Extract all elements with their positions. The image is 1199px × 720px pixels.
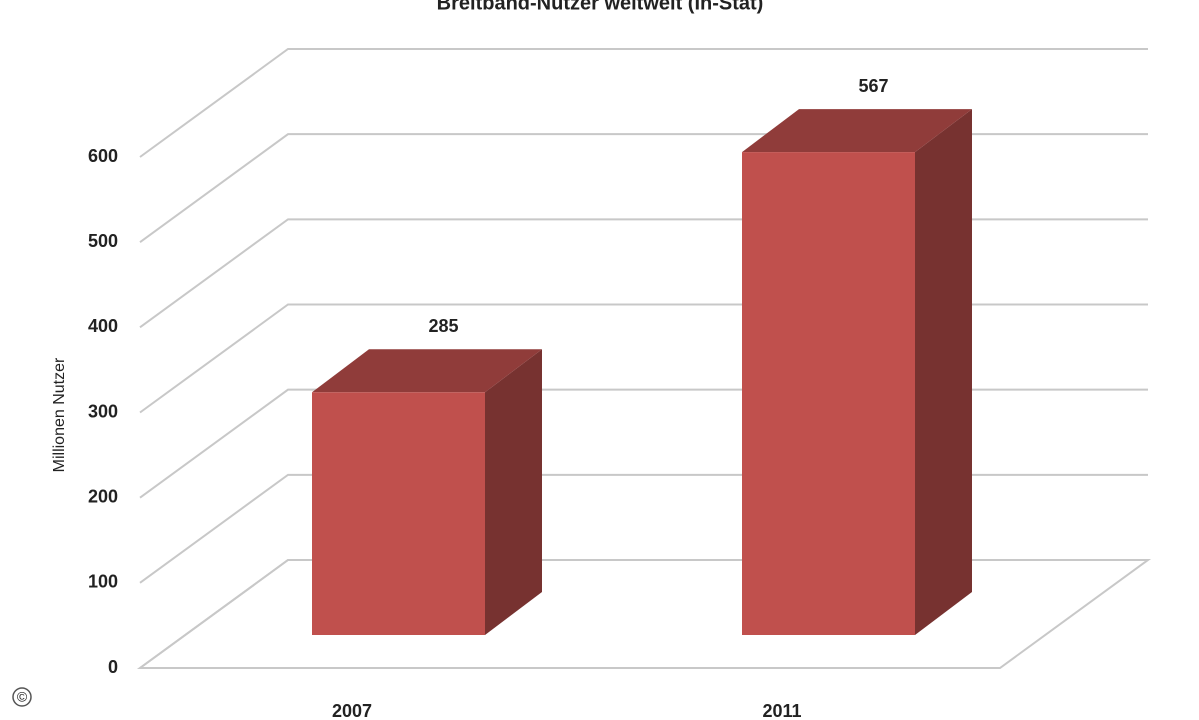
y-tick-label: 600 bbox=[88, 146, 118, 166]
y-tick-label: 500 bbox=[88, 231, 118, 251]
bar bbox=[742, 152, 915, 636]
data-label: 567 bbox=[858, 76, 888, 96]
bar bbox=[312, 392, 485, 635]
y-tick-label: 400 bbox=[88, 316, 118, 336]
bar-top bbox=[312, 349, 542, 393]
bar-side bbox=[915, 109, 972, 636]
y-tick-label: 200 bbox=[88, 486, 118, 506]
bar-top bbox=[742, 109, 972, 153]
credit-circle bbox=[12, 687, 32, 707]
y-axis-label: Millionen Nutzer bbox=[51, 357, 68, 472]
credit: © bbox=[17, 689, 28, 705]
bar-side bbox=[485, 349, 542, 635]
y-tick-label: 100 bbox=[88, 572, 118, 592]
y-tick-label: 300 bbox=[88, 401, 118, 421]
data-label: 285 bbox=[428, 316, 458, 336]
chart-title: Breitband-Nutzer weltweit (In-Stat) bbox=[437, 0, 764, 14]
x-tick-label: 2007 bbox=[332, 701, 372, 720]
y-tick-label: 0 bbox=[108, 657, 118, 677]
grid-line bbox=[139, 48, 1148, 158]
x-tick-label: 2011 bbox=[762, 701, 801, 720]
